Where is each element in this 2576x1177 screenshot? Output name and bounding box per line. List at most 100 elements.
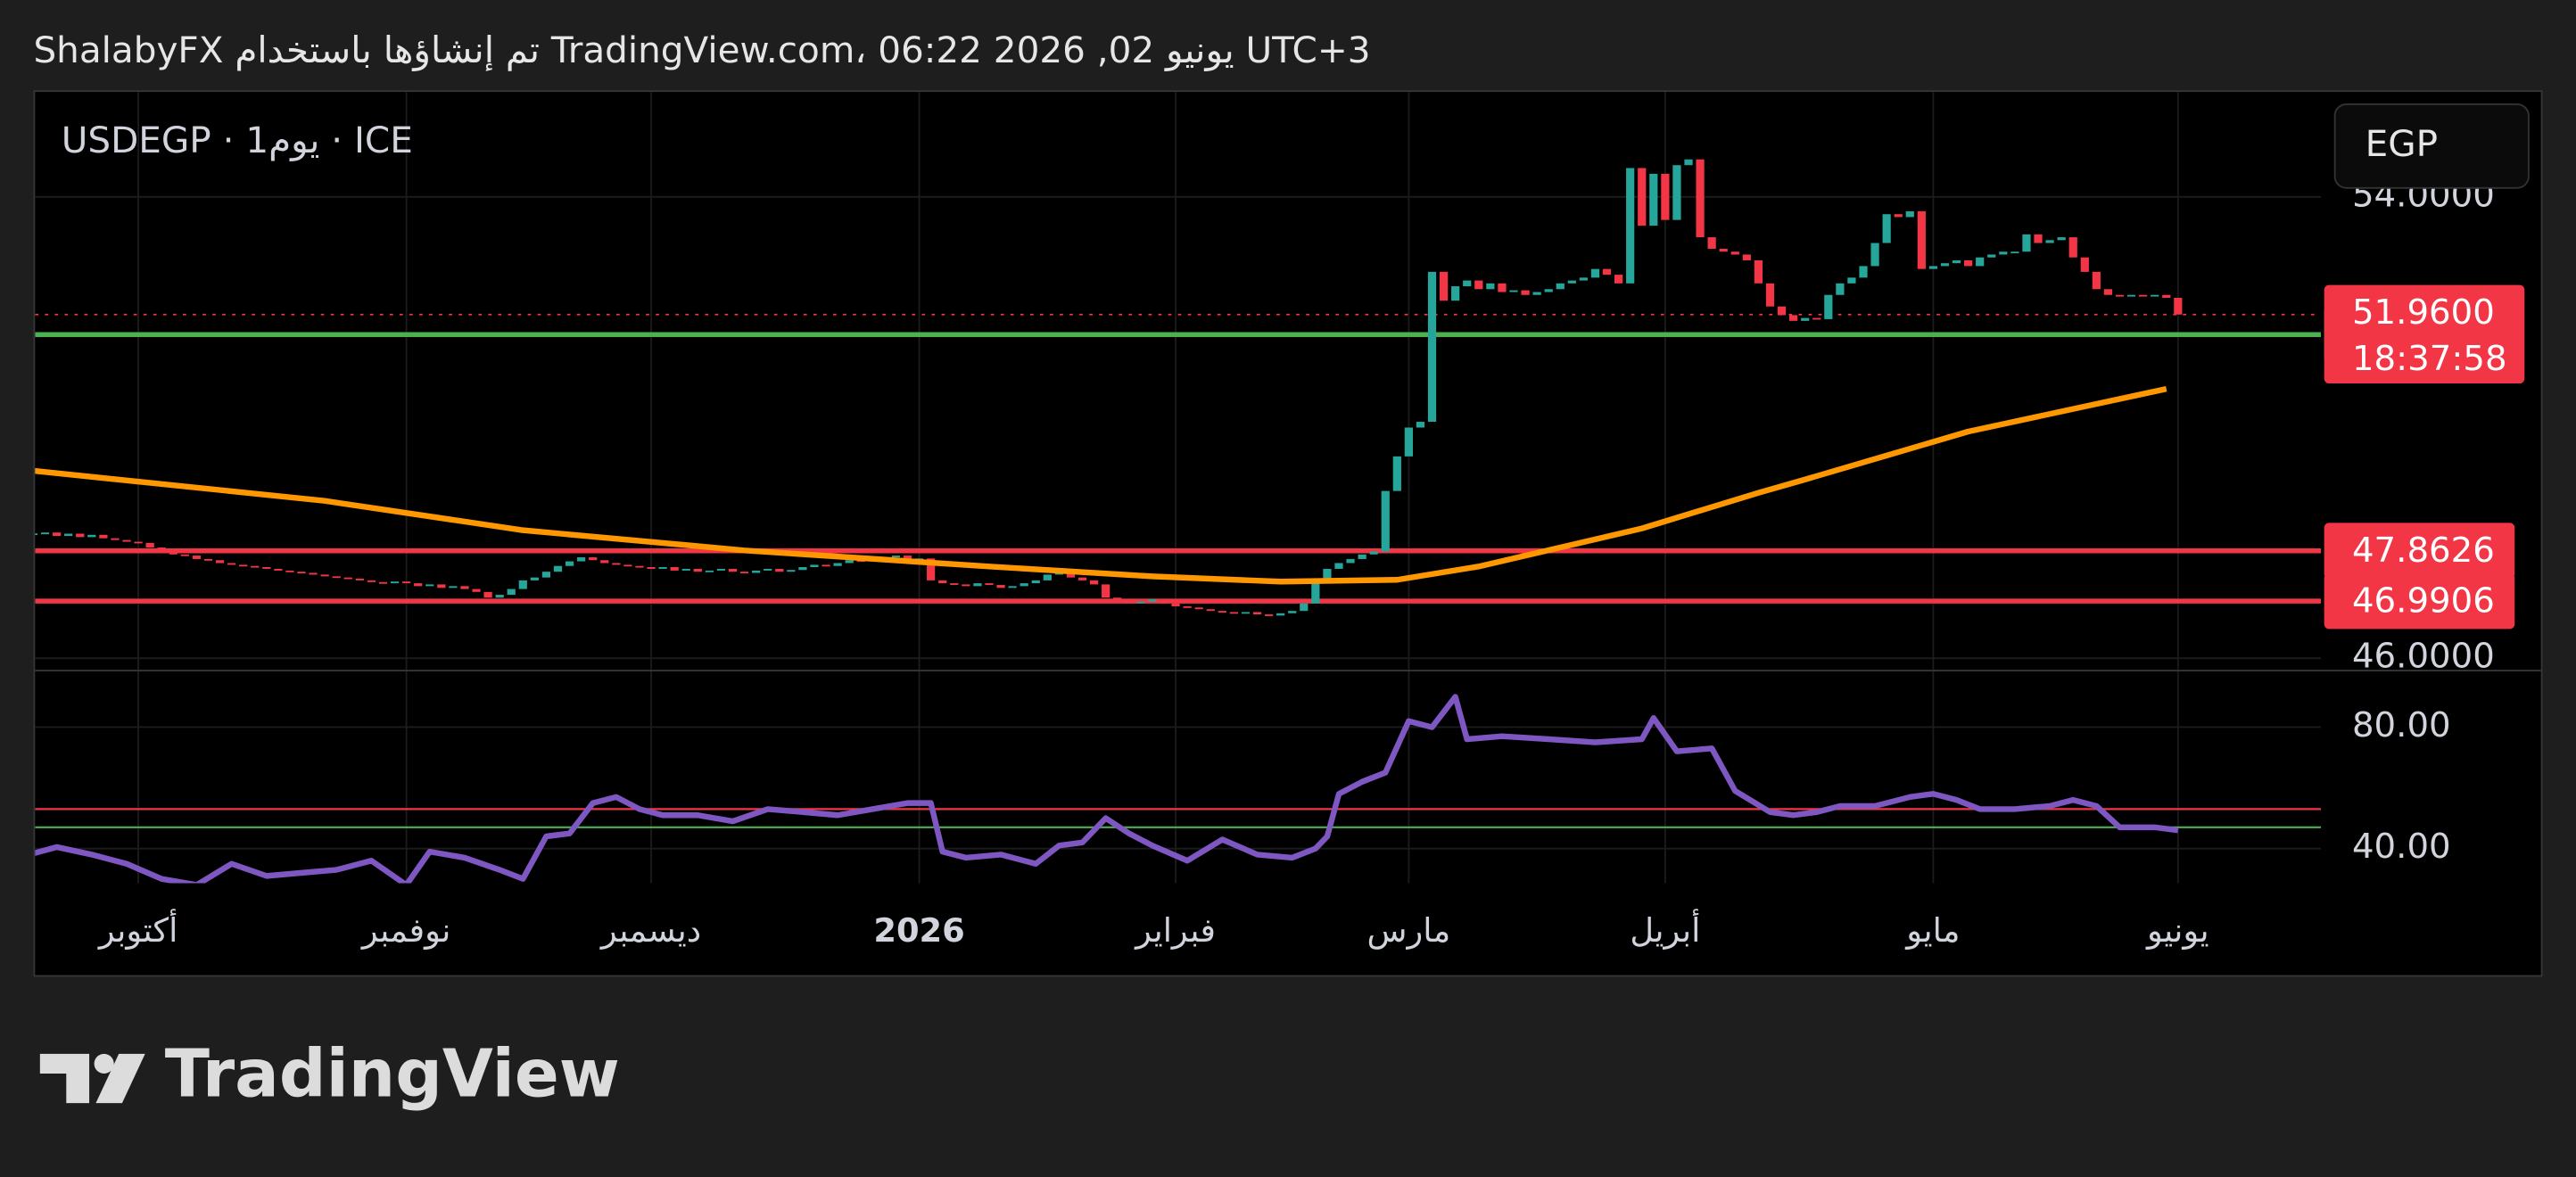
candle [1870, 243, 1879, 267]
candle [903, 556, 912, 561]
candle [891, 556, 901, 558]
candle [1987, 254, 1996, 258]
candle [1590, 268, 1600, 278]
candle [1614, 275, 1623, 284]
candle [1171, 603, 1180, 606]
candle [1089, 580, 1099, 585]
candle [798, 567, 807, 571]
candle [1602, 268, 1612, 276]
candle [1742, 254, 1751, 260]
y-tick-label: 40.00 [2352, 827, 2451, 867]
candle [589, 557, 598, 561]
candle [1439, 271, 1449, 301]
candle [739, 572, 749, 574]
candle [985, 583, 994, 586]
currency-button[interactable] [2333, 103, 2530, 189]
candle [180, 554, 189, 556]
candle [647, 567, 656, 569]
candle [1836, 283, 1845, 295]
candle [425, 584, 434, 587]
candle [1976, 257, 1985, 267]
candle [134, 541, 143, 544]
candle [192, 556, 202, 559]
candle [1567, 280, 1576, 284]
candle [2010, 251, 2019, 254]
candle [460, 586, 469, 589]
candle [2057, 237, 2066, 241]
candle [1498, 283, 1507, 292]
y-tick-label: 80.00 [2352, 705, 2451, 745]
candle [1148, 599, 1157, 602]
candle [1300, 603, 1309, 612]
candle [2139, 294, 2148, 297]
candle [1847, 277, 1856, 284]
candle [856, 560, 865, 563]
candle [76, 533, 85, 538]
candle [1392, 456, 1401, 491]
logo-shape [39, 1053, 90, 1104]
candle [343, 577, 352, 580]
candle [1824, 294, 1833, 319]
caption: ShalabyFX تم إنشاؤها باستخدام TradingVie… [33, 29, 1370, 71]
candle [635, 565, 644, 568]
candle [1684, 159, 1693, 166]
candle [2174, 297, 2183, 315]
level-tag [2324, 523, 2515, 580]
candle [1964, 259, 1973, 267]
currency-label[interactable]: EGP [2365, 122, 2438, 165]
candle [1252, 612, 1262, 615]
candle [1730, 251, 1739, 255]
candle [53, 532, 62, 537]
candle [2022, 234, 2031, 252]
candle [1334, 563, 1343, 569]
candle [1999, 251, 2008, 255]
candle [2162, 294, 2171, 298]
candle [681, 568, 690, 571]
candle [822, 564, 830, 567]
candle [1661, 173, 1670, 220]
candle [1532, 292, 1541, 295]
candle [1544, 289, 1553, 292]
candle [1183, 605, 1192, 608]
x-tick-label: يونيو [2145, 911, 2209, 950]
candle [1358, 554, 1366, 559]
candle [1264, 614, 1274, 616]
candle [938, 580, 947, 584]
candle [332, 576, 341, 579]
rsi-line [35, 694, 2179, 884]
candle [1556, 283, 1565, 290]
candle [1812, 317, 1821, 320]
x-tick-label: أبريل [1630, 909, 1700, 950]
candle [2103, 289, 2113, 295]
countdown: 18:37:58 [2352, 339, 2507, 379]
candle [1521, 290, 1530, 295]
candle [472, 588, 481, 592]
candle [1125, 600, 1134, 604]
candle [728, 568, 738, 572]
candle [1369, 551, 1378, 555]
candle [927, 558, 936, 580]
candle [122, 539, 131, 542]
candle [1206, 609, 1215, 612]
candle [1218, 611, 1226, 613]
candle [1381, 490, 1390, 552]
candle [1917, 210, 1926, 269]
rsi-pane [35, 671, 2321, 884]
level-label: 46.9906 [2352, 580, 2495, 621]
x-tick-label: 2026 [873, 911, 964, 950]
candle [414, 583, 423, 587]
candle [2068, 237, 2077, 258]
candle [239, 564, 248, 567]
candle [378, 581, 388, 584]
x-tick-label: مارس [1367, 911, 1451, 950]
candle [1311, 583, 1320, 604]
x-tick-label: أكتوبر [97, 909, 178, 950]
candle [285, 570, 294, 572]
price-pane [35, 92, 2321, 671]
candle [355, 578, 364, 580]
candle [1801, 317, 1810, 321]
candle [1626, 168, 1635, 284]
candle [402, 581, 411, 584]
candle [1031, 580, 1040, 584]
